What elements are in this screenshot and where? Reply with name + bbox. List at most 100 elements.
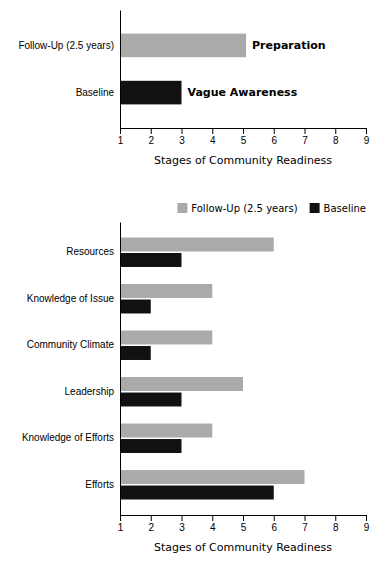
tick-label: 9 bbox=[364, 135, 370, 146]
y-tick: Follow-Up (2.5 years) bbox=[18, 40, 120, 51]
chart-root: Preparation Vague Awareness 1 2 3 4 5 6 7 8 9 Stage… bbox=[0, 0, 378, 587]
x-axis-title: Stages of Community Readiness bbox=[154, 541, 332, 554]
bar bbox=[120, 424, 212, 438]
legend-label: Baseline bbox=[324, 203, 366, 214]
tick-mark bbox=[335, 515, 336, 521]
y-tick: Baseline bbox=[76, 87, 120, 98]
tick-label: Community Climate bbox=[27, 339, 115, 350]
x-tick: 5 bbox=[241, 128, 247, 146]
tick-mark bbox=[151, 515, 152, 521]
tick-mark bbox=[366, 128, 367, 134]
tick-label: 1 bbox=[118, 522, 124, 533]
y-tick: Knowledge of Issue bbox=[27, 293, 120, 304]
annotation: Vague Awareness bbox=[188, 86, 298, 99]
bar bbox=[120, 331, 212, 345]
x-tick: 1 bbox=[118, 128, 124, 146]
tick-label: 9 bbox=[364, 522, 370, 533]
bar bbox=[120, 253, 182, 267]
y-tick: Efforts bbox=[85, 479, 120, 490]
x-axis: 1 2 3 4 5 6 7 8 9 bbox=[118, 128, 370, 146]
y-axis-line bbox=[120, 223, 121, 516]
x-tick: 4 bbox=[210, 128, 216, 146]
y-axis: Efforts Knowledge of Efforts Leadership Com… bbox=[22, 223, 121, 516]
chart: 1 2 3 4 5 6 7 8 9 Stages of Community Readiness Ef… bbox=[22, 203, 370, 555]
tick-label: Knowledge of Efforts bbox=[22, 432, 114, 443]
tick-label: 7 bbox=[302, 522, 308, 533]
x-tick: 7 bbox=[302, 128, 308, 146]
bar bbox=[120, 470, 305, 484]
x-tick: 3 bbox=[179, 515, 185, 533]
tick-label: 3 bbox=[179, 522, 185, 533]
tick-mark bbox=[182, 515, 183, 521]
y-tick: Resources bbox=[66, 246, 120, 257]
bar bbox=[120, 439, 182, 453]
y-tick: Community Climate bbox=[27, 339, 120, 350]
tick-label: 3 bbox=[179, 135, 185, 146]
x-tick: 5 bbox=[241, 515, 247, 533]
x-axis-line bbox=[121, 516, 367, 522]
x-tick: 6 bbox=[271, 128, 277, 146]
x-tick: 6 bbox=[271, 515, 277, 533]
x-axis: 1 2 3 4 5 6 7 8 9 bbox=[118, 515, 370, 533]
tick-mark bbox=[305, 515, 306, 521]
tick-label: Leadership bbox=[65, 386, 115, 397]
tick-label: 1 bbox=[118, 135, 124, 146]
tick-mark bbox=[305, 128, 306, 134]
bar bbox=[120, 238, 274, 252]
legend: Follow-Up (2.5 years) Baseline bbox=[177, 203, 366, 214]
tick-mark bbox=[182, 128, 183, 134]
x-tick: 9 bbox=[364, 128, 370, 146]
x-tick: 8 bbox=[333, 515, 339, 533]
tick-label: 2 bbox=[148, 135, 154, 146]
y-tick: Leadership bbox=[65, 386, 120, 397]
x-tick: 2 bbox=[148, 515, 154, 533]
tick-mark bbox=[335, 128, 336, 134]
x-tick: 9 bbox=[364, 515, 370, 533]
tick-label: 4 bbox=[210, 522, 216, 533]
bar bbox=[120, 393, 182, 407]
y-tick: Knowledge of Efforts bbox=[22, 432, 120, 443]
bar bbox=[120, 300, 151, 314]
plot-area bbox=[120, 238, 305, 500]
tick-label: Efforts bbox=[85, 479, 114, 490]
legend-swatch bbox=[310, 203, 320, 213]
tick-label: 4 bbox=[210, 135, 216, 146]
bar bbox=[120, 34, 246, 58]
bar bbox=[120, 486, 274, 500]
chart: Preparation Vague Awareness 1 2 3 4 5 6 7 8 9 Stage… bbox=[18, 11, 369, 168]
x-axis-title: Stages of Community Readiness bbox=[154, 154, 332, 167]
tick-label: 7 bbox=[302, 135, 308, 146]
x-tick: 4 bbox=[210, 515, 216, 533]
tick-label: 5 bbox=[241, 135, 247, 146]
tick-label: 6 bbox=[271, 522, 277, 533]
tick-mark bbox=[151, 128, 152, 134]
tick-mark bbox=[243, 515, 244, 521]
tick-mark bbox=[366, 515, 367, 521]
x-tick: 2 bbox=[148, 128, 154, 146]
tick-mark bbox=[274, 128, 275, 134]
tick-label: Follow-Up (2.5 years) bbox=[18, 40, 114, 51]
tick-label: 6 bbox=[271, 135, 277, 146]
tick-label: Baseline bbox=[76, 87, 115, 98]
x-tick: 8 bbox=[333, 128, 339, 146]
tick-label: Resources bbox=[66, 246, 114, 257]
legend-swatch bbox=[177, 203, 187, 213]
x-tick: 1 bbox=[118, 515, 124, 533]
annotation: Preparation bbox=[252, 39, 326, 52]
x-axis-line bbox=[121, 129, 367, 135]
tick-mark bbox=[120, 515, 121, 521]
bar bbox=[120, 346, 151, 360]
tick-label: 8 bbox=[333, 522, 339, 533]
tick-label: 5 bbox=[241, 522, 247, 533]
tick-mark bbox=[212, 515, 213, 521]
tick-label: 8 bbox=[333, 135, 339, 146]
x-tick: 3 bbox=[179, 128, 185, 146]
legend-label: Follow-Up (2.5 years) bbox=[191, 203, 297, 214]
bar bbox=[120, 81, 182, 105]
bar bbox=[120, 284, 212, 298]
tick-mark bbox=[120, 128, 121, 134]
tick-label: Knowledge of Issue bbox=[27, 293, 115, 304]
x-tick: 7 bbox=[302, 515, 308, 533]
tick-mark bbox=[274, 515, 275, 521]
tick-mark bbox=[212, 128, 213, 134]
